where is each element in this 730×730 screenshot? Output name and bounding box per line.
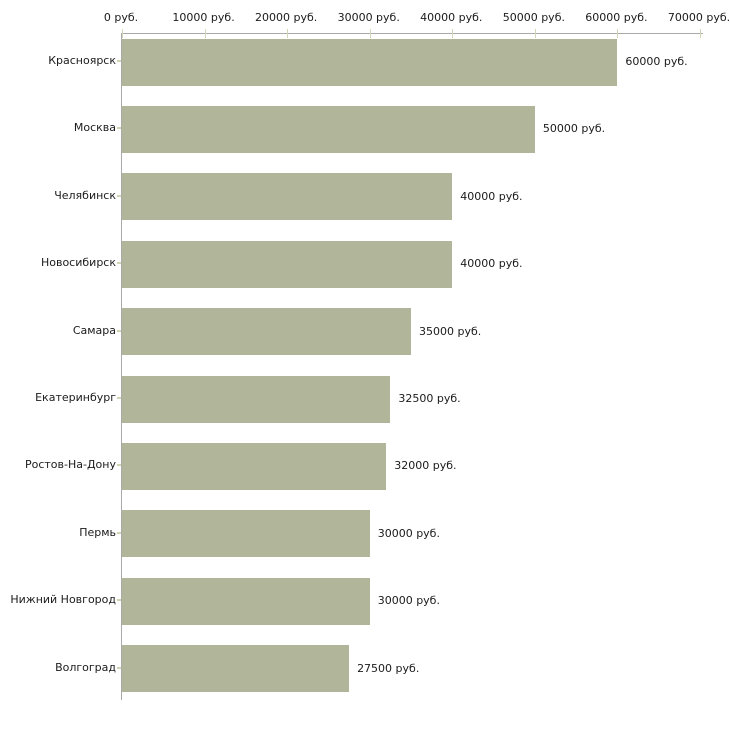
bar-value-label: 40000 руб.	[460, 257, 523, 271]
category-label: Нижний Новгород	[10, 593, 116, 607]
bar	[122, 442, 387, 490]
bar	[122, 577, 370, 625]
bar	[122, 645, 350, 693]
category-tick-mark	[117, 127, 121, 130]
bar	[122, 240, 453, 288]
bar-value-label: 40000 руб.	[460, 189, 523, 203]
x-axis-tick-mark	[700, 29, 701, 38]
x-axis-tick-mark	[534, 29, 536, 38]
category-tick-mark	[117, 464, 121, 467]
x-axis-tick-mark	[122, 29, 123, 38]
category-label: Волгоград	[55, 660, 116, 674]
category-label: Пермь	[79, 525, 116, 539]
x-axis-tick-label: 20000 руб.	[255, 11, 318, 24]
bar	[122, 38, 618, 86]
category-tick-mark	[117, 599, 121, 602]
x-axis-tick-label: 30000 руб.	[337, 11, 400, 24]
x-axis-tick-label: 0 руб.	[103, 11, 139, 24]
category-label: Красноярск	[48, 54, 116, 67]
category-tick-mark	[117, 262, 121, 265]
x-axis-tick-label: 10000 руб.	[172, 11, 235, 24]
bar-value-label: 32000 руб.	[394, 459, 457, 473]
category-tick-mark	[117, 194, 121, 197]
bar	[122, 173, 453, 221]
category-tick-mark	[117, 329, 121, 332]
x-axis-tick-mark	[452, 29, 454, 38]
category-tick-mark	[117, 397, 121, 399]
x-axis-tick-label: 40000 руб.	[420, 11, 483, 24]
x-axis-tick-mark	[617, 29, 619, 38]
category-label: Челябинск	[54, 188, 116, 202]
x-axis-tick-label: 50000 руб.	[502, 11, 565, 24]
bar-value-label: 32500 руб.	[398, 392, 461, 405]
bar	[122, 375, 391, 423]
x-axis-tick-label: 60000 руб.	[585, 11, 648, 24]
category-label: Екатеринбург	[35, 391, 116, 404]
bar-value-label: 30000 руб.	[377, 526, 440, 540]
bar-value-label: 27500 руб.	[357, 661, 420, 675]
x-axis-tick-mark	[204, 29, 206, 38]
category-label: Новосибирск	[40, 256, 116, 270]
category-tick-mark	[117, 60, 121, 62]
category-tick-mark	[117, 531, 121, 534]
category-label: Ростов-На-Дону	[24, 458, 116, 472]
category-label: Москва	[73, 121, 116, 135]
x-axis-tick-mark	[369, 29, 371, 38]
category-label: Самара	[72, 323, 116, 337]
bar-value-label: 30000 руб.	[377, 594, 440, 608]
category-tick-mark	[117, 666, 121, 669]
x-axis-tick-label: 70000 руб.	[667, 11, 730, 24]
bar	[122, 308, 411, 356]
bar	[122, 105, 535, 153]
bar-value-label: 35000 руб.	[419, 324, 482, 338]
bar-value-label: 60000 руб.	[625, 55, 688, 68]
bar-value-label: 50000 руб.	[542, 122, 606, 136]
plot-area: 60000 руб. 50000 руб. 40000 руб. 40000 руб.…	[121, 29, 703, 700]
bar	[122, 510, 370, 558]
x-axis-tick-mark	[287, 29, 289, 38]
